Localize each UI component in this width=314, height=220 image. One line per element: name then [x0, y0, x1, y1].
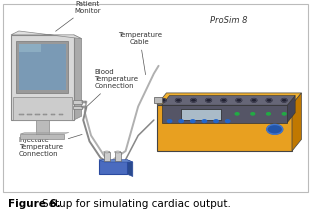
- Text: Blood
Temperature
Connection: Blood Temperature Connection: [87, 69, 138, 106]
- Bar: [73, 106, 82, 109]
- Text: Patient
Monitor: Patient Monitor: [56, 1, 101, 31]
- Circle shape: [206, 99, 211, 102]
- Polygon shape: [13, 97, 72, 120]
- Polygon shape: [36, 120, 49, 136]
- Bar: [35, 114, 40, 115]
- Text: ProSim 8: ProSim 8: [210, 16, 248, 25]
- Bar: [82, 101, 86, 103]
- Circle shape: [167, 120, 172, 123]
- Circle shape: [281, 99, 287, 102]
- Polygon shape: [99, 160, 127, 174]
- Bar: [115, 152, 121, 161]
- Circle shape: [235, 113, 239, 115]
- Circle shape: [214, 120, 218, 123]
- Bar: [82, 106, 86, 108]
- Bar: [27, 114, 32, 115]
- Polygon shape: [11, 31, 82, 39]
- Circle shape: [236, 99, 242, 102]
- Polygon shape: [157, 93, 301, 104]
- Polygon shape: [74, 35, 82, 120]
- Circle shape: [221, 99, 227, 102]
- Circle shape: [266, 99, 272, 102]
- Circle shape: [160, 99, 166, 102]
- Circle shape: [251, 113, 255, 115]
- Polygon shape: [20, 133, 69, 134]
- Bar: [19, 114, 24, 115]
- Bar: [104, 152, 110, 161]
- Polygon shape: [181, 109, 221, 120]
- Circle shape: [225, 120, 230, 123]
- Circle shape: [176, 99, 181, 102]
- Polygon shape: [157, 104, 292, 151]
- Polygon shape: [292, 93, 301, 151]
- Text: Injectate
Temperature
Connection: Injectate Temperature Connection: [19, 134, 82, 157]
- Polygon shape: [99, 160, 133, 162]
- Polygon shape: [11, 35, 74, 120]
- Polygon shape: [162, 95, 295, 105]
- Circle shape: [267, 113, 270, 115]
- Polygon shape: [19, 44, 41, 52]
- Bar: [43, 114, 47, 115]
- Circle shape: [191, 120, 195, 123]
- Circle shape: [282, 113, 286, 115]
- Ellipse shape: [104, 151, 110, 153]
- Ellipse shape: [115, 151, 121, 153]
- Polygon shape: [287, 95, 295, 123]
- Polygon shape: [127, 160, 133, 177]
- FancyBboxPatch shape: [3, 4, 308, 192]
- Text: Temperature
Cable: Temperature Cable: [118, 31, 162, 75]
- Circle shape: [251, 99, 257, 102]
- Text: Setup for simulating cardiac output.: Setup for simulating cardiac output.: [42, 199, 231, 209]
- Circle shape: [202, 120, 207, 123]
- Text: Figure 6.: Figure 6.: [8, 199, 61, 209]
- Bar: [59, 114, 63, 115]
- Polygon shape: [20, 134, 64, 139]
- Circle shape: [267, 125, 283, 134]
- Circle shape: [179, 120, 183, 123]
- Polygon shape: [19, 44, 66, 90]
- Polygon shape: [16, 41, 68, 93]
- Bar: [154, 97, 162, 103]
- Polygon shape: [162, 105, 287, 123]
- Bar: [51, 114, 55, 115]
- Bar: [73, 100, 82, 104]
- Circle shape: [191, 99, 196, 102]
